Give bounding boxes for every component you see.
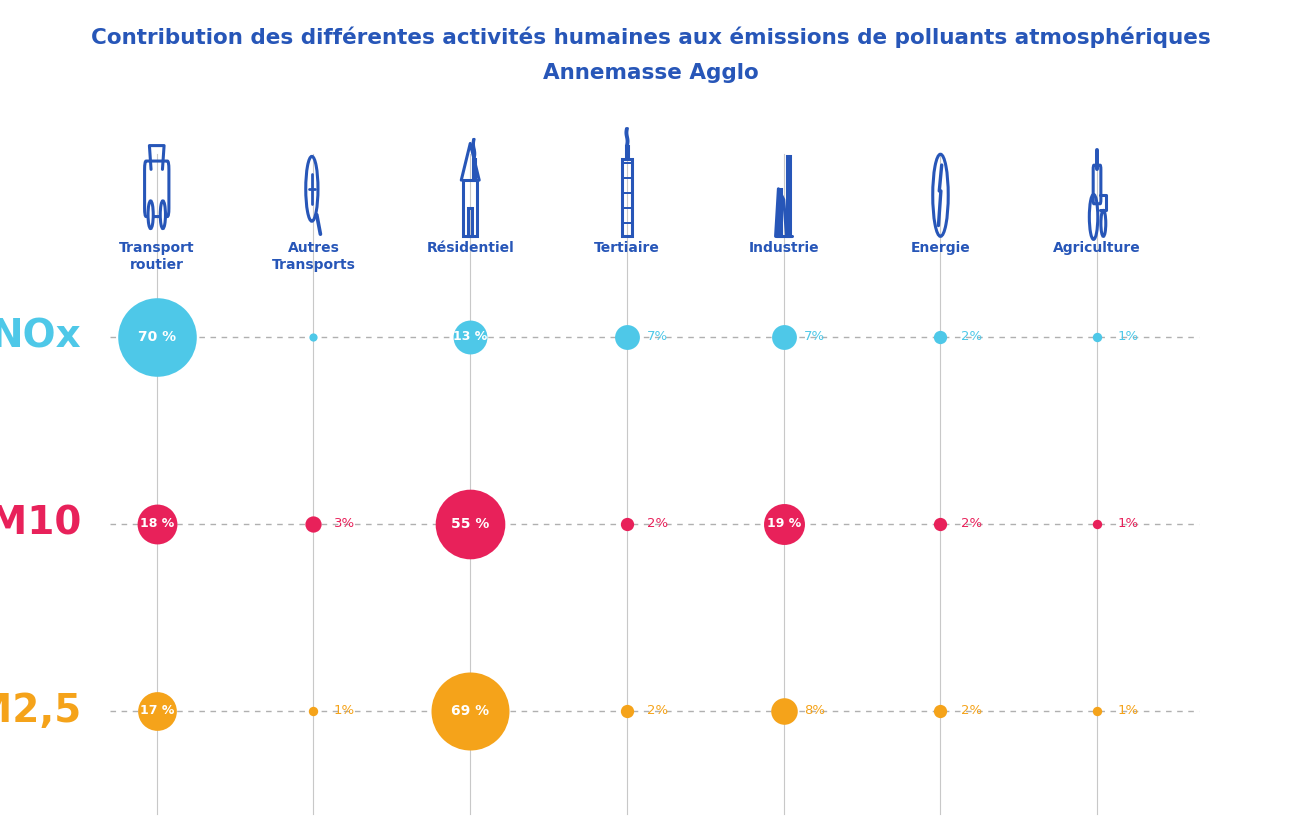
Text: 2%: 2% (648, 704, 669, 717)
Bar (622, 159, 632, 236)
Text: 69 %: 69 % (451, 704, 489, 717)
Point (1086, 517, 1107, 530)
Point (1086, 704, 1107, 717)
Text: Annemasse Agglo: Annemasse Agglo (543, 63, 758, 83)
Text: 1%: 1% (334, 704, 355, 717)
Point (773, 330, 794, 343)
Text: Energie: Energie (911, 241, 971, 255)
Point (930, 330, 951, 343)
Text: 13 %: 13 % (453, 330, 488, 343)
Point (617, 517, 637, 530)
Text: NOx: NOx (0, 317, 82, 356)
Bar (626, 145, 628, 159)
Point (617, 330, 637, 343)
Text: Tertiaire: Tertiaire (595, 241, 660, 255)
Bar (463, 180, 477, 236)
Text: PM10: PM10 (0, 504, 82, 543)
Point (303, 517, 324, 530)
Point (459, 330, 480, 343)
Point (303, 330, 324, 343)
Text: 2%: 2% (648, 517, 669, 530)
Point (930, 704, 951, 717)
Text: Contribution des différentes activités humaines aux émissions de polluants atmos: Contribution des différentes activités h… (91, 27, 1210, 48)
Circle shape (160, 201, 165, 229)
Circle shape (148, 201, 154, 229)
Text: 70 %: 70 % (138, 330, 176, 343)
Point (1086, 330, 1107, 343)
Text: 3%: 3% (334, 517, 355, 530)
Bar (778, 189, 782, 236)
Text: PM2,5: PM2,5 (0, 691, 82, 730)
Point (459, 517, 480, 530)
Text: Agriculture: Agriculture (1054, 241, 1141, 255)
Text: 8%: 8% (804, 704, 825, 717)
Text: Autres
Transports: Autres Transports (272, 241, 355, 273)
Point (930, 517, 951, 530)
Point (146, 517, 167, 530)
Text: 1%: 1% (1118, 330, 1138, 343)
Text: 18 %: 18 % (139, 517, 174, 530)
Text: 1%: 1% (1118, 517, 1138, 530)
Point (146, 330, 167, 343)
Point (303, 704, 324, 717)
Text: 17 %: 17 % (139, 704, 174, 717)
Text: 1%: 1% (1118, 704, 1138, 717)
Text: Industrie: Industrie (748, 241, 820, 255)
Point (146, 704, 167, 717)
Point (617, 704, 637, 717)
Text: Résidentiel: Résidentiel (427, 241, 514, 255)
Text: 19 %: 19 % (766, 517, 801, 530)
Point (459, 704, 480, 717)
Text: 2%: 2% (961, 517, 982, 530)
Point (773, 517, 794, 530)
Text: 7%: 7% (648, 330, 669, 343)
Bar (787, 156, 790, 236)
Text: 2%: 2% (961, 330, 982, 343)
Text: 55 %: 55 % (451, 517, 489, 530)
Text: 2%: 2% (961, 704, 982, 717)
Text: 7%: 7% (804, 330, 825, 343)
Bar (472, 159, 475, 180)
Point (773, 704, 794, 717)
Text: Transport
routier: Transport routier (118, 241, 195, 273)
Bar (468, 209, 472, 236)
